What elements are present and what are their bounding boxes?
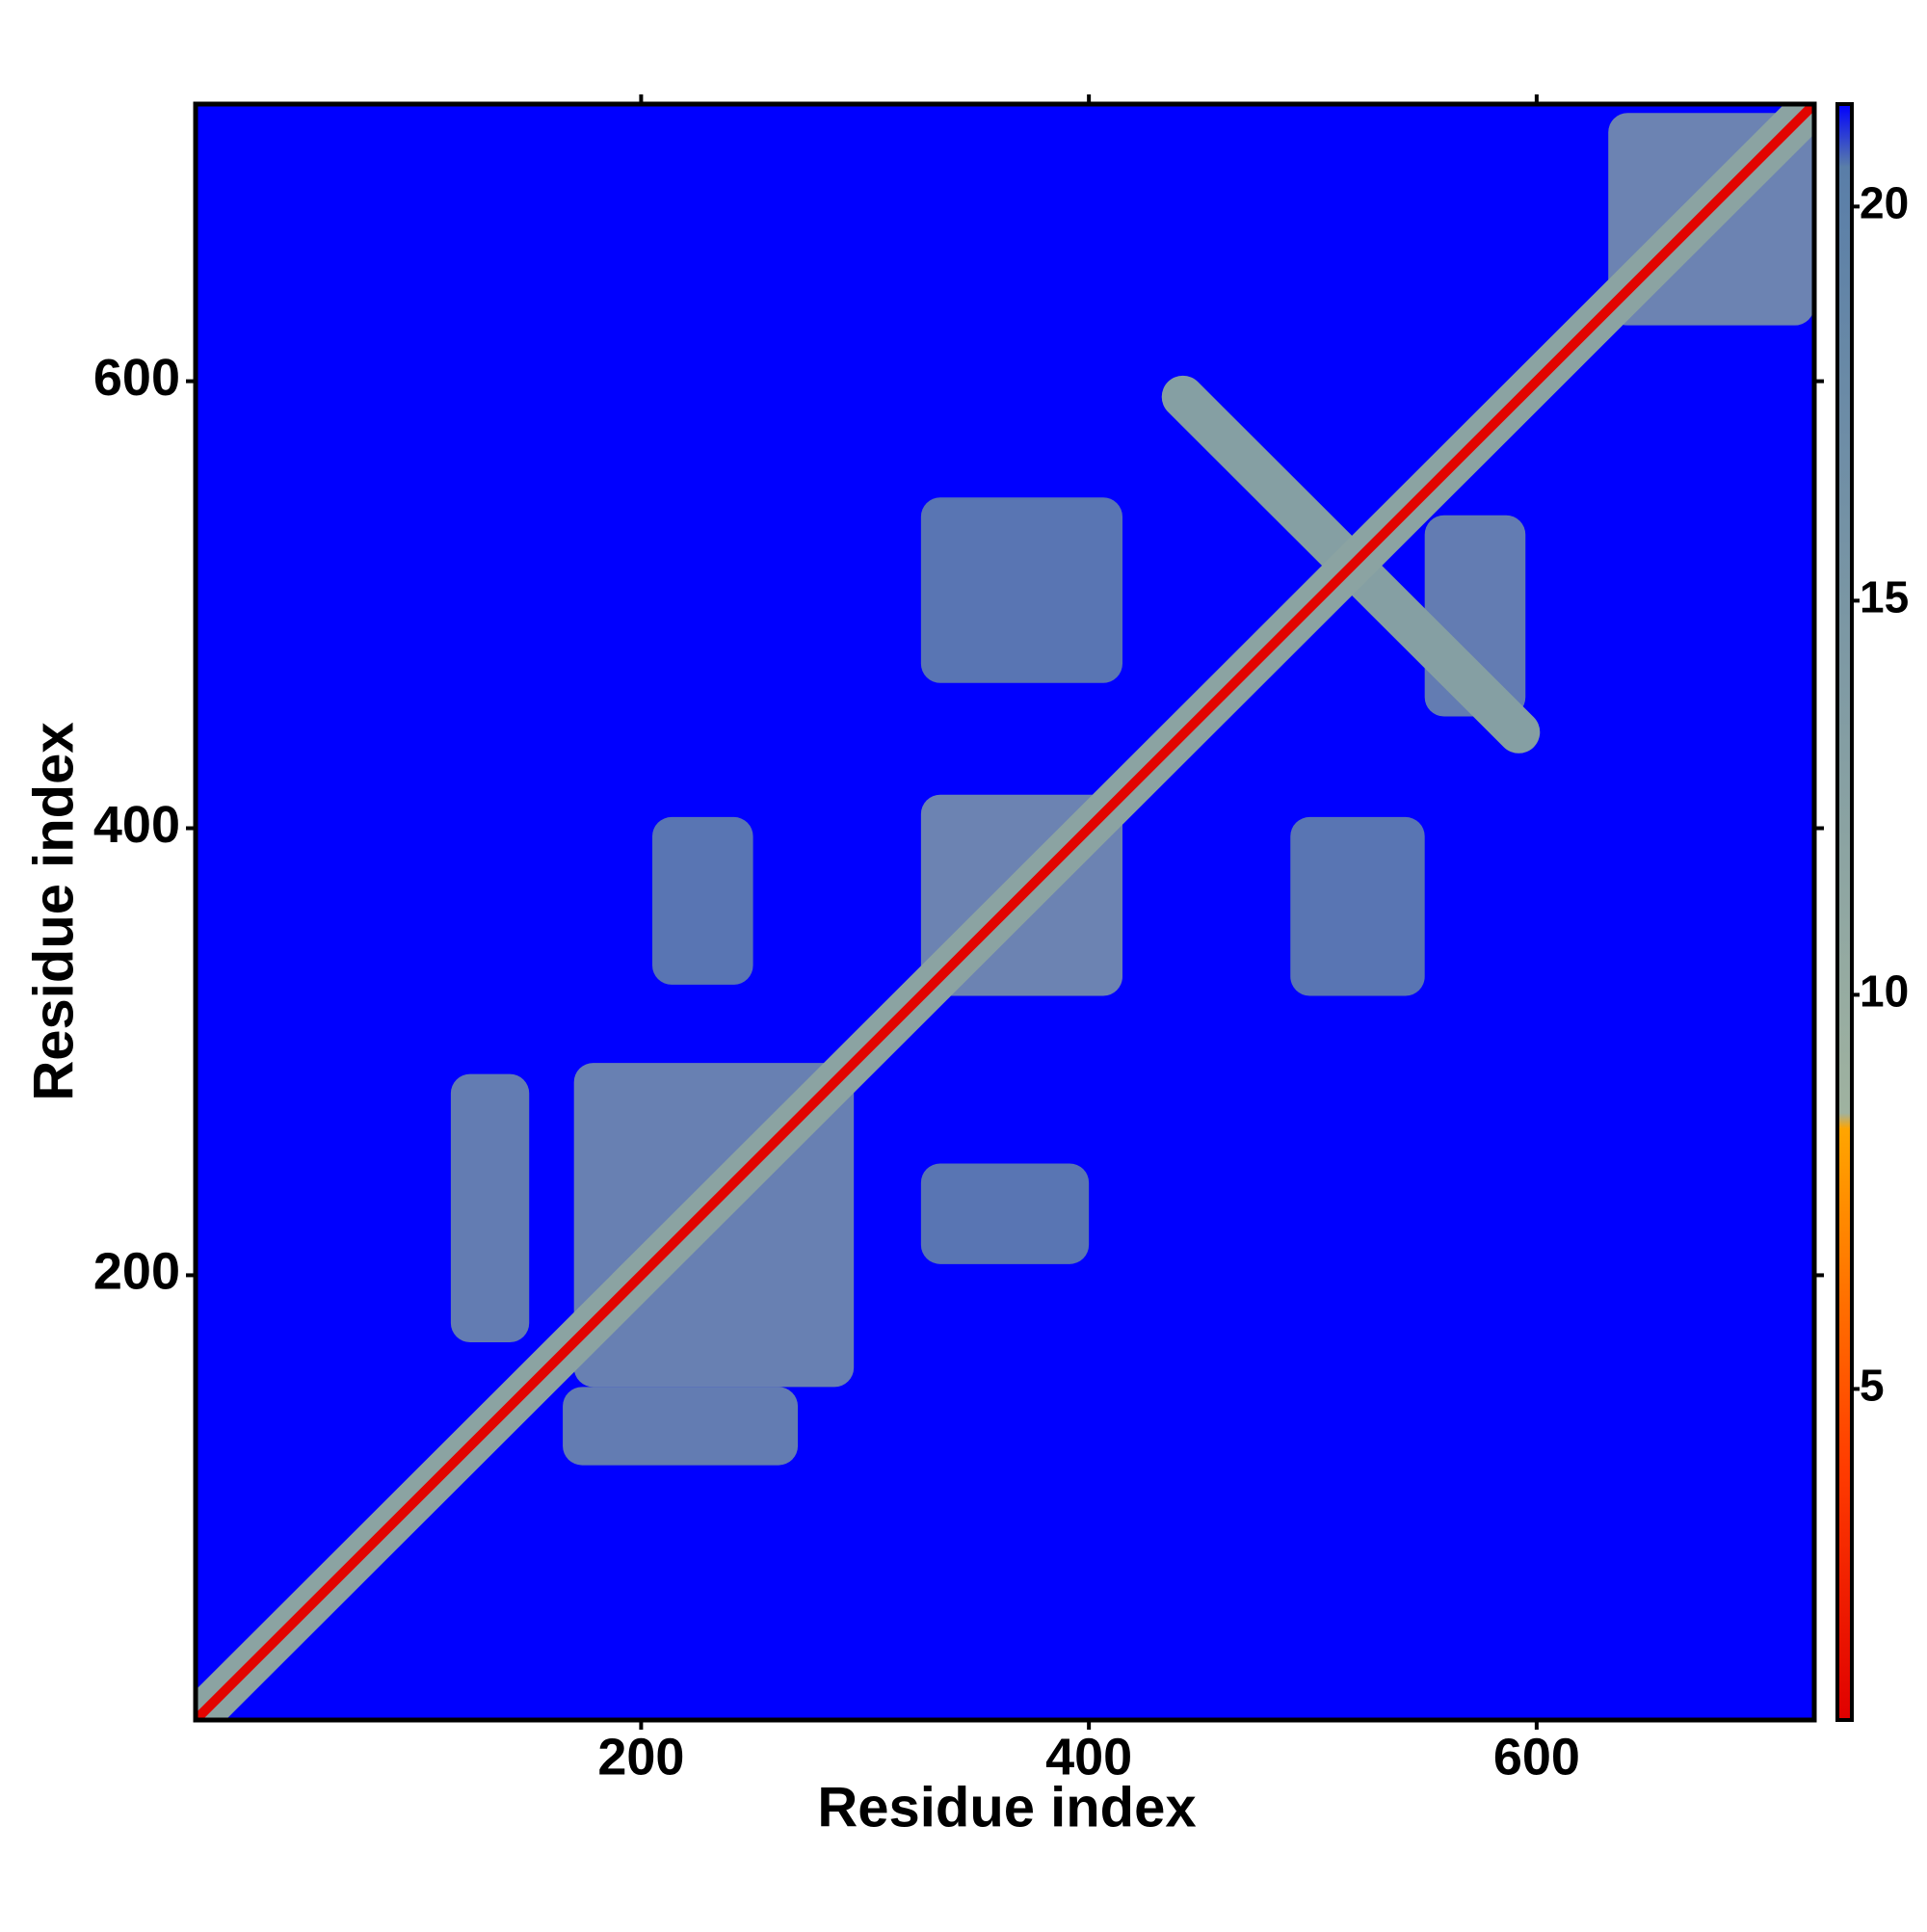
contact-region: [920, 497, 1122, 683]
y-tick-label: 600: [93, 349, 180, 407]
colorbar-tick-label: 15: [1860, 572, 1909, 622]
y-tick-label: 200: [93, 1243, 180, 1301]
contact-region: [920, 1163, 1090, 1264]
colorbar-tick-label: 10: [1860, 966, 1909, 1017]
contact-band: [196, 104, 1814, 1720]
plot-area: [196, 104, 1814, 1720]
x-tick-label: 400: [1045, 1728, 1132, 1786]
x-tick-label: 600: [1493, 1728, 1580, 1786]
contact-region: [1290, 816, 1425, 996]
colorbar-tick-label: 20: [1860, 178, 1909, 228]
colorbar-tick-label: 5: [1860, 1361, 1885, 1411]
plot-frame: [193, 101, 1817, 1723]
x-tick-label: 200: [597, 1728, 684, 1786]
contact-region: [652, 816, 753, 985]
colorbar: [1835, 102, 1854, 1722]
y-axis-title: Residue index: [22, 722, 85, 1100]
x-axis-title: Residue index: [817, 1776, 1196, 1839]
contact-region: [563, 1387, 799, 1466]
contact-region: [450, 1073, 530, 1343]
y-tick-label: 400: [93, 796, 180, 854]
